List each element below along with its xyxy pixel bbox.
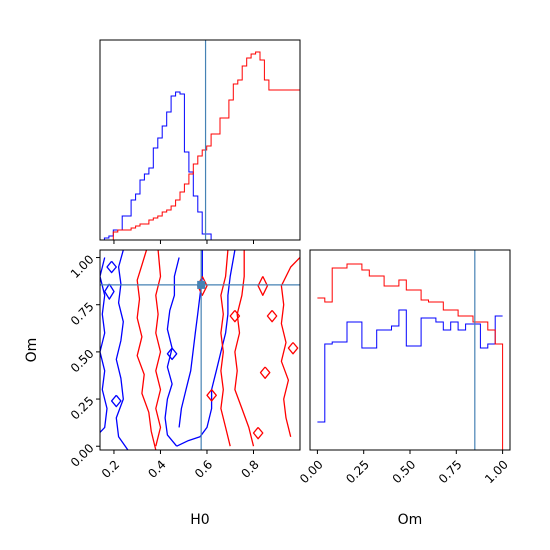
contour-series-1-line-0 (136, 250, 157, 450)
contour-series-1-line-2 (234, 250, 255, 447)
contour-series-0-line-0 (115, 250, 129, 450)
contour-truth-marker (197, 280, 206, 289)
contour-series-0-line-6 (104, 283, 115, 300)
contour-series-1-line-4 (220, 250, 231, 447)
contour-series-1-line-11 (229, 309, 241, 323)
contour-ytick-label-4: 1.00 (68, 252, 97, 281)
contour-ylabel: Om (24, 338, 40, 363)
contour-series-0-line-8 (166, 347, 178, 361)
contour-series-group (100, 250, 300, 450)
contour-xtick-label-1: 0.4 (145, 457, 168, 480)
h0-om-contour-panel: 0.2 0.4 0.6 0.8 0.00 0.25 0.50 0.75 1.00 H0 Om (24, 249, 301, 528)
om-hist-xtick-label-2: 0.50 (390, 457, 419, 486)
om-hist-xtick-label-4: 1.00 (482, 457, 511, 486)
om-hist-xlabel: Om (398, 512, 423, 528)
om-marginal-histogram-panel: 0.00 0.25 0.50 0.75 1.00 Om (297, 249, 511, 528)
contour-series-0-line-3 (178, 250, 203, 428)
contour-ytick-label-1: 0.25 (68, 394, 97, 423)
contour-series-1-line-12 (266, 309, 278, 323)
contour-series-1-line-7 (259, 366, 271, 379)
contour-ytick-label-2: 0.50 (68, 347, 97, 376)
contour-xtick-label-2: 0.6 (192, 457, 215, 480)
h0-marginal-histogram-panel (99, 39, 301, 244)
h0-hist-series-0 (100, 91, 300, 240)
om-hist-xtick-label-1: 0.25 (343, 457, 372, 486)
contour-ytick-label-0: 0.00 (68, 441, 97, 470)
om-hist-xtick-label-0: 0.00 (297, 457, 326, 486)
h0-hist-frame (99, 39, 301, 241)
om-hist-frame (309, 249, 511, 451)
contour-ytick-label-3: 0.75 (68, 299, 97, 328)
contour-series-1-line-3 (280, 257, 300, 437)
contour-series-0-line-4 (100, 257, 108, 434)
contour-series-1-line-10 (252, 426, 264, 440)
contour-series-1-line-9 (206, 389, 217, 402)
contour-series-0-line-5 (106, 260, 117, 274)
contour-series-1-line-8 (287, 342, 299, 355)
h0-hist-series-group (100, 51, 300, 240)
h0-hist-series-1 (100, 51, 300, 240)
contour-series-0-line-7 (110, 394, 122, 408)
contour-xtick-label-3: 0.8 (238, 457, 261, 480)
om-hist-series-0 (317, 309, 503, 423)
contour-series-1-line-6 (257, 276, 269, 296)
contour-series-0-line-1 (176, 250, 236, 447)
contour-xlabel: H0 (190, 512, 209, 528)
contour-frame (99, 249, 301, 451)
om-hist-xtick-label-3: 0.75 (436, 457, 465, 486)
contour-series-0-line-2 (164, 257, 180, 447)
contour-xtick-label-0: 0.2 (99, 457, 122, 480)
contour-series-1-line-1 (155, 250, 162, 447)
